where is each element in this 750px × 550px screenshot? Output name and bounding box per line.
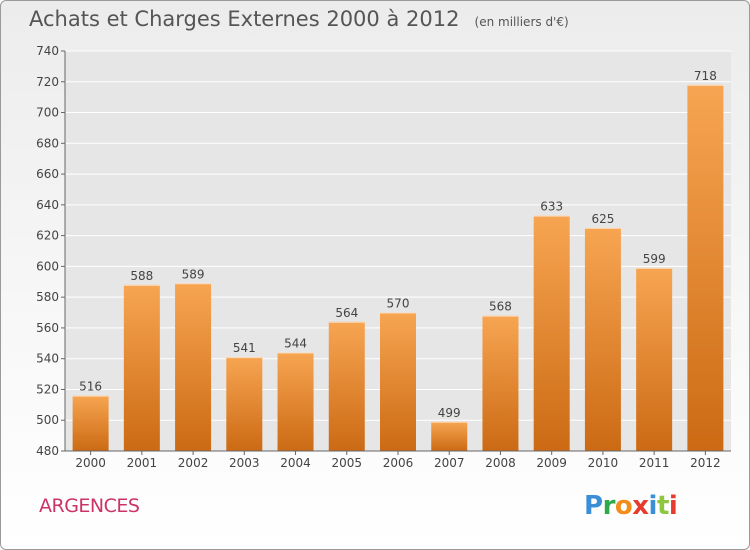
data-label: 633 bbox=[540, 200, 563, 214]
bar bbox=[277, 352, 314, 451]
commune-name: ARGENCES bbox=[39, 495, 140, 517]
x-tick-label: 2006 bbox=[383, 456, 414, 470]
data-label: 516 bbox=[79, 380, 102, 394]
data-label: 570 bbox=[387, 297, 410, 311]
y-tick-label: 480 bbox=[36, 444, 59, 458]
data-label: 499 bbox=[438, 406, 461, 420]
x-tick-label: 2009 bbox=[536, 456, 567, 470]
bar bbox=[72, 395, 109, 451]
x-tick-label: 2000 bbox=[75, 456, 106, 470]
chart-title-text: Achats et Charges Externes 2000 à 2012 bbox=[29, 7, 460, 31]
x-tick-label: 2005 bbox=[331, 456, 362, 470]
logo-letter: i bbox=[668, 491, 678, 521]
bar bbox=[636, 267, 673, 451]
bar bbox=[482, 315, 519, 451]
y-tick-label: 560 bbox=[36, 321, 59, 335]
bars: 516 588 589 541 544 564 570 499 568 633 625 599 718 bbox=[72, 69, 724, 451]
y-tick-label: 720 bbox=[36, 75, 59, 89]
chart-unit: (en milliers d'€) bbox=[474, 15, 569, 29]
data-label: 589 bbox=[182, 267, 205, 281]
y-tick-label: 680 bbox=[36, 136, 59, 150]
data-label: 564 bbox=[335, 306, 358, 320]
bar bbox=[431, 421, 468, 451]
bar bbox=[226, 357, 263, 451]
bar bbox=[687, 84, 724, 451]
bar bbox=[328, 321, 365, 451]
y-tick-label: 620 bbox=[36, 229, 59, 243]
x-tick-label: 2002 bbox=[178, 456, 209, 470]
bar bbox=[175, 283, 212, 451]
logo-letter: x bbox=[632, 491, 649, 521]
data-label: 718 bbox=[694, 69, 717, 83]
y-tick-label: 740 bbox=[36, 44, 59, 58]
data-label: 568 bbox=[489, 300, 512, 314]
y-tick-label: 500 bbox=[36, 413, 59, 427]
logo-letter: P bbox=[584, 491, 603, 521]
y-tick-label: 520 bbox=[36, 382, 59, 396]
x-tick-label: 2007 bbox=[434, 456, 465, 470]
x-tick-label: 2003 bbox=[229, 456, 260, 470]
y-tick-label: 540 bbox=[36, 352, 59, 366]
data-label: 541 bbox=[233, 341, 256, 355]
logo-letter: o bbox=[614, 491, 633, 521]
x-axis: 2000 2001 2002 2003 2004 2005 2006 2007 2008 2009… bbox=[65, 450, 731, 470]
x-tick-label: 2010 bbox=[588, 456, 619, 470]
x-tick-label: 2008 bbox=[485, 456, 516, 470]
x-tick-label: 2011 bbox=[639, 456, 670, 470]
y-tick-label: 600 bbox=[36, 259, 59, 273]
x-tick-label: 2001 bbox=[127, 456, 158, 470]
y-axis: 480 500 520 540 560 580 600 620 640 660 680 700 720 7… bbox=[36, 44, 66, 458]
x-tick-label: 2012 bbox=[690, 456, 721, 470]
bar bbox=[123, 284, 160, 451]
logo-letter: i bbox=[648, 491, 658, 521]
data-label: 588 bbox=[130, 269, 153, 283]
bar bbox=[380, 312, 416, 451]
proxiti-logo: Proxiti bbox=[584, 491, 678, 521]
logo-letter: t bbox=[656, 491, 669, 521]
bar bbox=[584, 227, 621, 451]
y-tick-label: 700 bbox=[36, 106, 59, 120]
data-label: 544 bbox=[284, 337, 307, 351]
y-tick-label: 580 bbox=[36, 290, 59, 304]
x-tick-label: 2004 bbox=[280, 456, 311, 470]
bar bbox=[533, 215, 570, 451]
y-tick-label: 640 bbox=[36, 198, 59, 212]
data-label: 599 bbox=[643, 252, 666, 266]
chart-title: Achats et Charges Externes 2000 à 2012 (… bbox=[29, 7, 569, 31]
data-label: 625 bbox=[591, 212, 614, 226]
logo-letter: r bbox=[602, 491, 616, 521]
y-tick-label: 660 bbox=[36, 167, 59, 181]
